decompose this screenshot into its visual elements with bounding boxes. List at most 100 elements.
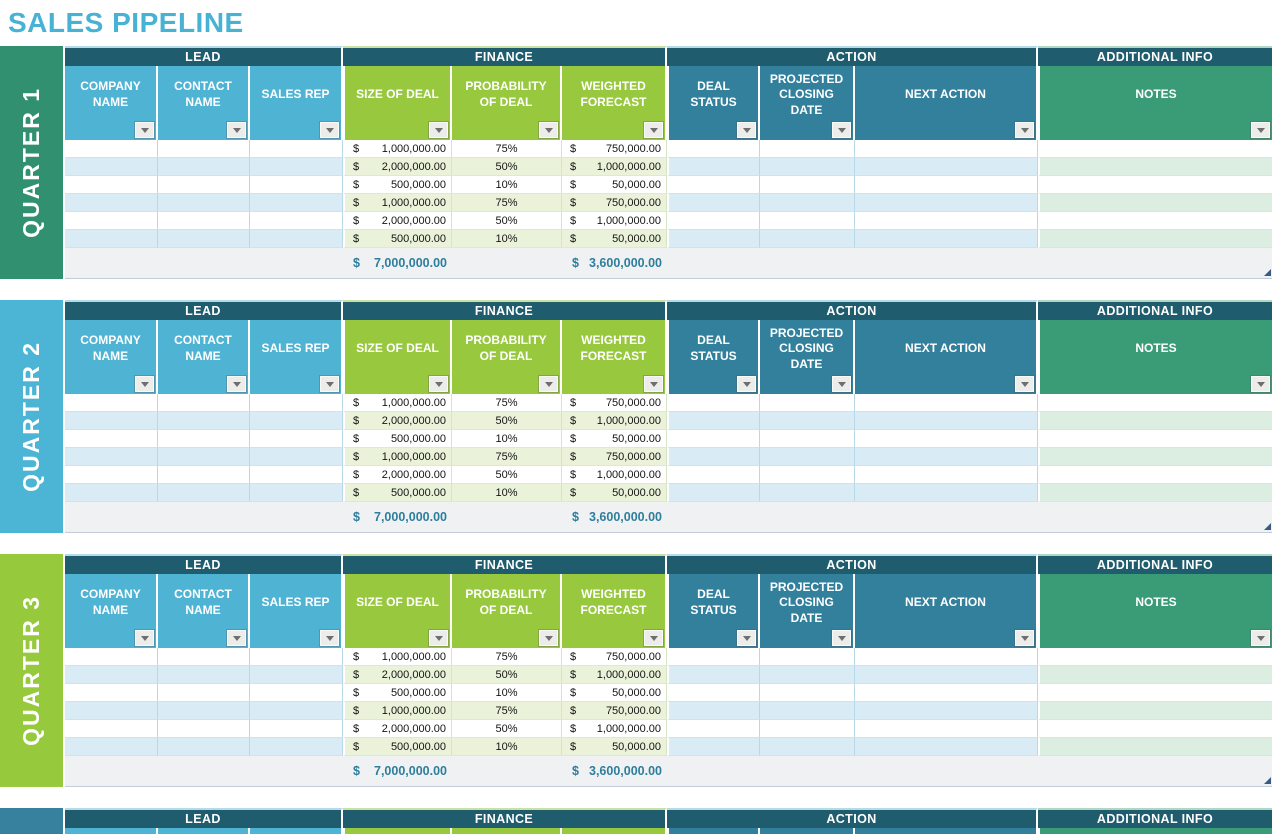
filter-dropdown-button[interactable]: [1251, 630, 1270, 646]
cell-next-action[interactable]: [855, 158, 1038, 176]
cell-projected-closing-date[interactable]: [760, 684, 855, 702]
cell-weighted-forecast[interactable]: $50,000.00: [562, 484, 667, 502]
cell-company-name[interactable]: [65, 194, 158, 212]
cell-sales-rep[interactable]: [250, 666, 343, 684]
cell-probability-of-deal[interactable]: 50%: [452, 158, 562, 176]
cell-size-of-deal[interactable]: $2,000,000.00: [343, 158, 452, 176]
cell-sales-rep[interactable]: [250, 484, 343, 502]
filter-dropdown-button[interactable]: [1251, 376, 1270, 392]
filter-dropdown-button[interactable]: [737, 376, 756, 392]
cell-sales-rep[interactable]: [250, 194, 343, 212]
cell-projected-closing-date[interactable]: [760, 212, 855, 230]
cell-sales-rep[interactable]: [250, 412, 343, 430]
cell-company-name[interactable]: [65, 430, 158, 448]
filter-dropdown-button[interactable]: [1015, 122, 1034, 138]
cell-probability-of-deal[interactable]: 75%: [452, 702, 562, 720]
cell-projected-closing-date[interactable]: [760, 720, 855, 738]
filter-dropdown-button[interactable]: [1251, 122, 1270, 138]
cell-contact-name[interactable]: [158, 158, 250, 176]
cell-projected-closing-date[interactable]: [760, 230, 855, 248]
cell-deal-status[interactable]: [667, 648, 760, 666]
cell-size-of-deal[interactable]: $2,000,000.00: [343, 212, 452, 230]
cell-next-action[interactable]: [855, 648, 1038, 666]
cell-next-action[interactable]: [855, 484, 1038, 502]
cell-weighted-forecast[interactable]: $1,000,000.00: [562, 158, 667, 176]
cell-company-name[interactable]: [65, 466, 158, 484]
cell-probability-of-deal[interactable]: 10%: [452, 230, 562, 248]
cell-weighted-forecast[interactable]: $750,000.00: [562, 194, 667, 212]
cell-company-name[interactable]: [65, 448, 158, 466]
cell-sales-rep[interactable]: [250, 448, 343, 466]
cell-notes[interactable]: [1038, 230, 1272, 248]
cell-sales-rep[interactable]: [250, 158, 343, 176]
cell-weighted-forecast[interactable]: $750,000.00: [562, 394, 667, 412]
cell-next-action[interactable]: [855, 702, 1038, 720]
cell-weighted-forecast[interactable]: $750,000.00: [562, 648, 667, 666]
cell-size-of-deal[interactable]: $1,000,000.00: [343, 648, 452, 666]
filter-dropdown-button[interactable]: [644, 630, 663, 646]
cell-company-name[interactable]: [65, 394, 158, 412]
cell-size-of-deal[interactable]: $1,000,000.00: [343, 448, 452, 466]
cell-projected-closing-date[interactable]: [760, 484, 855, 502]
cell-projected-closing-date[interactable]: [760, 158, 855, 176]
cell-projected-closing-date[interactable]: [760, 702, 855, 720]
filter-dropdown-button[interactable]: [320, 122, 339, 138]
cell-size-of-deal[interactable]: $500,000.00: [343, 738, 452, 756]
cell-size-of-deal[interactable]: $2,000,000.00: [343, 412, 452, 430]
cell-sales-rep[interactable]: [250, 212, 343, 230]
cell-projected-closing-date[interactable]: [760, 394, 855, 412]
cell-sales-rep[interactable]: [250, 466, 343, 484]
filter-dropdown-button[interactable]: [737, 630, 756, 646]
cell-notes[interactable]: [1038, 176, 1272, 194]
filter-dropdown-button[interactable]: [429, 122, 448, 138]
cell-company-name[interactable]: [65, 158, 158, 176]
cell-weighted-forecast[interactable]: $50,000.00: [562, 176, 667, 194]
cell-next-action[interactable]: [855, 720, 1038, 738]
cell-size-of-deal[interactable]: $500,000.00: [343, 684, 452, 702]
cell-next-action[interactable]: [855, 140, 1038, 158]
filter-dropdown-button[interactable]: [1015, 376, 1034, 392]
cell-sales-rep[interactable]: [250, 720, 343, 738]
cell-sales-rep[interactable]: [250, 394, 343, 412]
cell-probability-of-deal[interactable]: 50%: [452, 666, 562, 684]
cell-next-action[interactable]: [855, 684, 1038, 702]
cell-sales-rep[interactable]: [250, 176, 343, 194]
cell-contact-name[interactable]: [158, 738, 250, 756]
filter-dropdown-button[interactable]: [644, 122, 663, 138]
table-resize-handle[interactable]: [1264, 777, 1271, 784]
cell-sales-rep[interactable]: [250, 648, 343, 666]
cell-deal-status[interactable]: [667, 194, 760, 212]
cell-notes[interactable]: [1038, 412, 1272, 430]
cell-notes[interactable]: [1038, 484, 1272, 502]
cell-projected-closing-date[interactable]: [760, 448, 855, 466]
cell-notes[interactable]: [1038, 648, 1272, 666]
cell-deal-status[interactable]: [667, 176, 760, 194]
cell-next-action[interactable]: [855, 448, 1038, 466]
cell-weighted-forecast[interactable]: $50,000.00: [562, 684, 667, 702]
cell-probability-of-deal[interactable]: 50%: [452, 412, 562, 430]
cell-sales-rep[interactable]: [250, 738, 343, 756]
cell-projected-closing-date[interactable]: [760, 412, 855, 430]
cell-deal-status[interactable]: [667, 212, 760, 230]
cell-deal-status[interactable]: [667, 666, 760, 684]
filter-dropdown-button[interactable]: [832, 630, 851, 646]
cell-contact-name[interactable]: [158, 194, 250, 212]
cell-size-of-deal[interactable]: $500,000.00: [343, 430, 452, 448]
cell-notes[interactable]: [1038, 684, 1272, 702]
cell-notes[interactable]: [1038, 394, 1272, 412]
cell-probability-of-deal[interactable]: 50%: [452, 466, 562, 484]
filter-dropdown-button[interactable]: [320, 630, 339, 646]
cell-size-of-deal[interactable]: $1,000,000.00: [343, 140, 452, 158]
cell-probability-of-deal[interactable]: 75%: [452, 194, 562, 212]
cell-contact-name[interactable]: [158, 666, 250, 684]
table-resize-handle[interactable]: [1264, 269, 1271, 276]
cell-contact-name[interactable]: [158, 212, 250, 230]
cell-projected-closing-date[interactable]: [760, 140, 855, 158]
cell-probability-of-deal[interactable]: 75%: [452, 140, 562, 158]
filter-dropdown-button[interactable]: [227, 630, 246, 646]
cell-deal-status[interactable]: [667, 702, 760, 720]
cell-weighted-forecast[interactable]: $1,000,000.00: [562, 212, 667, 230]
cell-weighted-forecast[interactable]: $750,000.00: [562, 140, 667, 158]
cell-notes[interactable]: [1038, 194, 1272, 212]
cell-next-action[interactable]: [855, 466, 1038, 484]
